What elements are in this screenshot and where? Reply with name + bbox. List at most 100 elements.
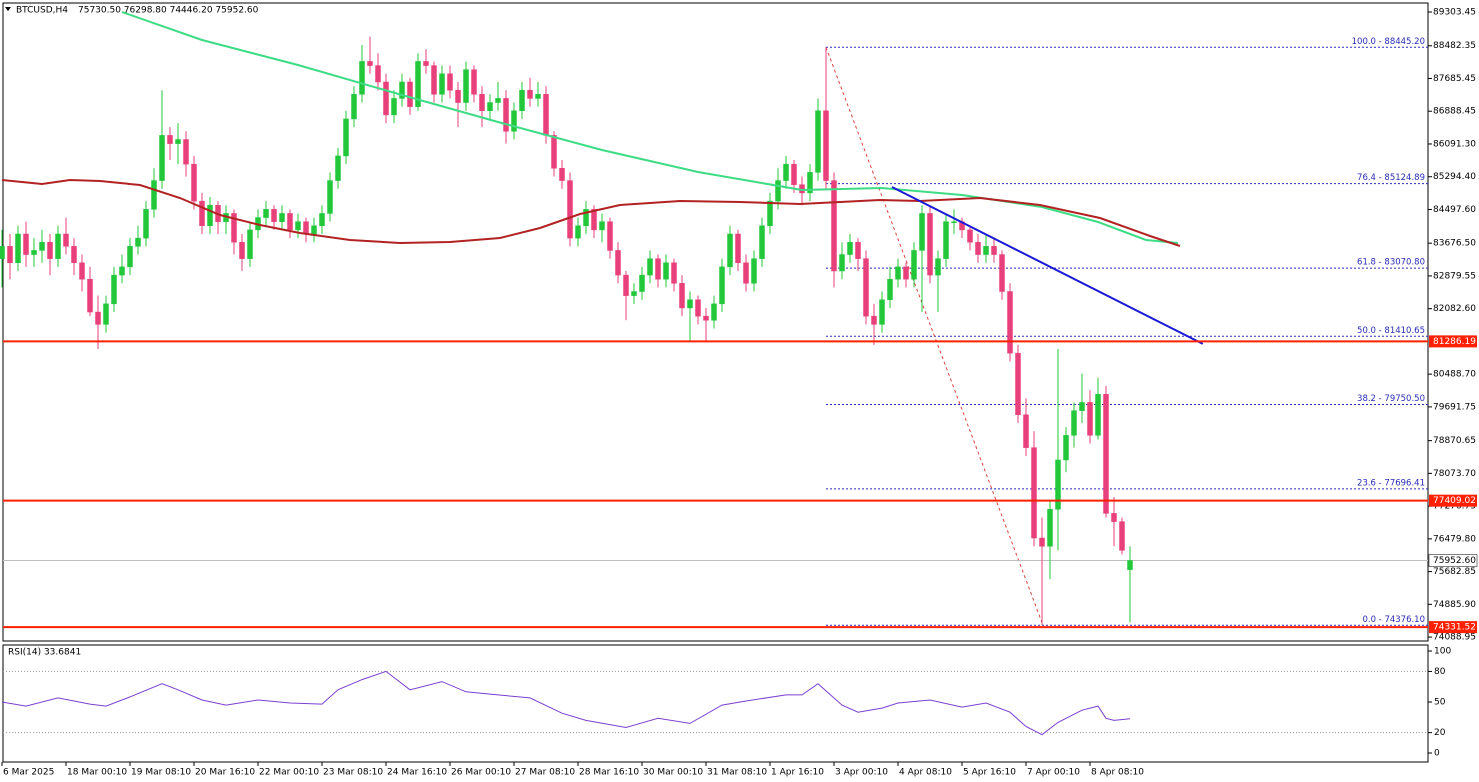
candle-body bbox=[391, 98, 397, 116]
candle-body bbox=[39, 241, 45, 251]
candle-body bbox=[847, 241, 853, 255]
candle-body bbox=[615, 250, 621, 276]
candle-body bbox=[935, 258, 941, 276]
fib-label: 23.6 - 77696.41 bbox=[1357, 478, 1425, 488]
candle-body bbox=[463, 69, 469, 103]
y-tick-label: 86888.45 bbox=[1433, 107, 1476, 117]
candle-body bbox=[767, 200, 773, 227]
candle-body bbox=[911, 250, 917, 280]
y-tick-label: 85294.40 bbox=[1433, 172, 1476, 182]
candle-body bbox=[1007, 291, 1013, 354]
candle-body bbox=[1015, 352, 1021, 416]
candle-body bbox=[335, 155, 341, 181]
candle-body bbox=[1095, 393, 1101, 436]
x-tick-label: 23 Mar 08:10 bbox=[323, 768, 383, 778]
candle-body bbox=[1079, 402, 1085, 411]
candle-body bbox=[143, 209, 149, 239]
candle-body bbox=[519, 89, 525, 111]
candle-body bbox=[983, 246, 989, 255]
price-label: 74331.52 bbox=[1433, 623, 1476, 633]
candle-body bbox=[351, 94, 357, 120]
rsi-y-tick-label: 50 bbox=[1434, 698, 1446, 708]
candle-body bbox=[607, 221, 613, 251]
candle-body bbox=[743, 262, 749, 284]
candle-body bbox=[127, 246, 133, 268]
candle-body bbox=[1047, 509, 1053, 547]
candle-body bbox=[0, 246, 5, 259]
candle-body bbox=[31, 250, 37, 255]
rsi-y-tick-label: 100 bbox=[1434, 647, 1451, 657]
fib-label: 61.8 - 83070.80 bbox=[1357, 258, 1425, 268]
candle-body bbox=[1055, 459, 1061, 510]
candle-body bbox=[191, 163, 197, 202]
candle-body bbox=[903, 266, 909, 280]
candle-body bbox=[295, 221, 301, 231]
candle-body bbox=[719, 266, 725, 305]
candle-body bbox=[471, 69, 477, 95]
candle-body bbox=[47, 241, 53, 259]
candle-body bbox=[199, 200, 205, 227]
candle-body bbox=[239, 241, 245, 259]
candle-body bbox=[895, 266, 901, 280]
candle-body bbox=[527, 89, 533, 99]
price-label-box bbox=[1429, 621, 1477, 634]
x-tick-label: 7 Apr 00:10 bbox=[1027, 768, 1080, 778]
y-tick-label: 76479.80 bbox=[1433, 534, 1476, 544]
candle-body bbox=[279, 213, 285, 222]
candle-body bbox=[183, 139, 189, 165]
candle-body bbox=[535, 94, 541, 99]
x-tick-label: 3 Apr 00:10 bbox=[835, 768, 888, 778]
y-tick-label: 79691.75 bbox=[1433, 402, 1476, 412]
moving-average bbox=[121, 11, 1179, 244]
candle-body bbox=[503, 98, 509, 132]
candle-body bbox=[879, 299, 885, 325]
candle-body bbox=[175, 139, 181, 144]
candle-body bbox=[1103, 393, 1109, 514]
candle-body bbox=[863, 258, 869, 317]
candle-body bbox=[303, 221, 309, 235]
rsi-y-tick-label: 80 bbox=[1434, 667, 1446, 677]
y-tick-label: 86091.30 bbox=[1433, 139, 1476, 149]
y-tick-label: 74885.90 bbox=[1433, 600, 1476, 610]
candle-body bbox=[159, 135, 165, 181]
candle-body bbox=[735, 233, 741, 264]
candle-body bbox=[951, 221, 957, 223]
candle-body bbox=[943, 221, 949, 259]
x-tick-label: 24 Mar 16:10 bbox=[387, 768, 447, 778]
candle-body bbox=[575, 225, 581, 239]
x-tick-label: 19 Mar 08:10 bbox=[131, 768, 191, 778]
candle-body bbox=[63, 233, 69, 247]
candle-body bbox=[631, 291, 637, 296]
candle-body bbox=[639, 274, 645, 292]
candle-body bbox=[807, 172, 813, 194]
candle-body bbox=[263, 209, 269, 218]
fib-label: 50.0 - 81410.65 bbox=[1357, 326, 1425, 336]
price-label: 77409.02 bbox=[1433, 496, 1476, 506]
y-tick-label: 89303.45 bbox=[1433, 7, 1476, 17]
y-tick-label: 80488.70 bbox=[1433, 370, 1476, 380]
candle-body bbox=[567, 180, 573, 239]
candle-body bbox=[711, 303, 717, 321]
candle-body bbox=[135, 237, 141, 247]
quote: 75730.50 76298.80 74446.20 75952.60 bbox=[78, 6, 259, 16]
candle-body bbox=[751, 258, 757, 284]
candle-body bbox=[671, 262, 677, 284]
candle-body bbox=[551, 135, 557, 169]
rsi-y-tick-label: 0 bbox=[1434, 749, 1440, 759]
x-tick-label: 26 Mar 00:10 bbox=[451, 768, 511, 778]
candle-body bbox=[311, 225, 317, 235]
rsi-line bbox=[1, 670, 1131, 736]
y-tick-label: 78073.70 bbox=[1433, 469, 1476, 479]
candle-body bbox=[831, 180, 837, 272]
y-tick-label: 82082.60 bbox=[1433, 304, 1476, 314]
candle-body bbox=[1023, 414, 1029, 448]
main-panel bbox=[2, 2, 1429, 642]
candle-body bbox=[559, 168, 565, 181]
x-tick-label: 20 Mar 16:10 bbox=[195, 768, 255, 778]
candle-body bbox=[167, 135, 173, 144]
current-price-box bbox=[1428, 554, 1478, 567]
candle-body bbox=[111, 274, 117, 305]
candle-body bbox=[543, 94, 549, 136]
rsi-panel bbox=[2, 644, 1429, 763]
fib-diagonal bbox=[825, 47, 1044, 626]
